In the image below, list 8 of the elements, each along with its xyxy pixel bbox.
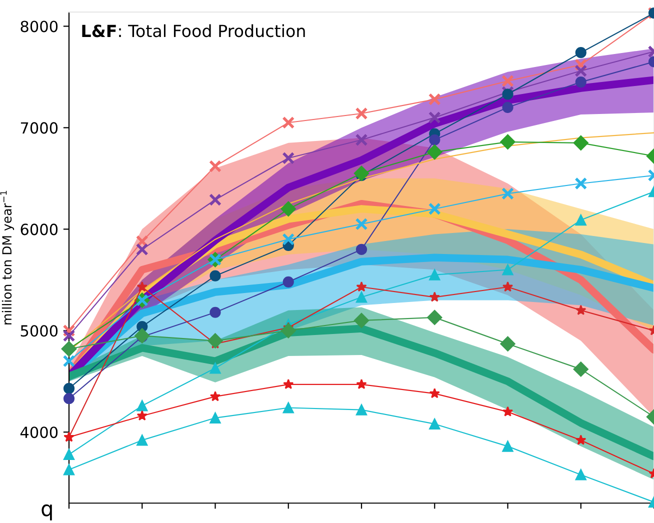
y-tick-label: 6000	[20, 224, 58, 236]
text: q	[42, 504, 52, 520]
y-tick-label: 5000	[20, 325, 58, 337]
text: L&F: Total Food Production	[82, 24, 305, 38]
y-tick-label: 8000	[20, 20, 58, 32]
y-axis-title: million ton DM year$^{−1}$	[0, 190, 14, 324]
y-tick-label: 4000	[20, 426, 58, 438]
y-tick-label: 7000	[20, 122, 58, 134]
